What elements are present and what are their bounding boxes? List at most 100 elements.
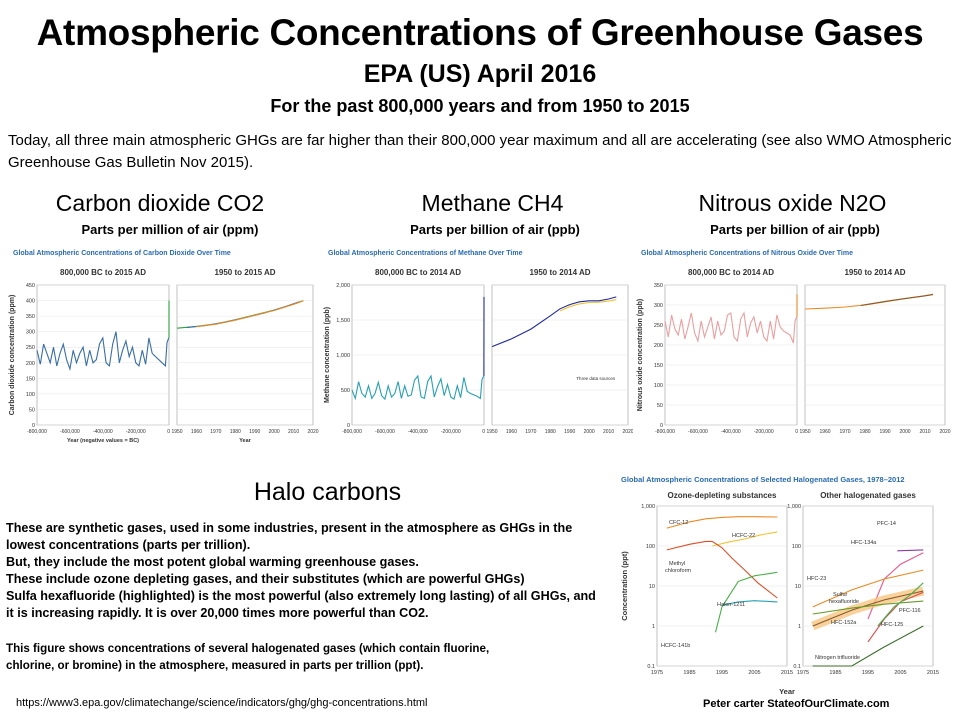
series-label: CFC-12 bbox=[669, 520, 688, 526]
series-label: HFC-125 bbox=[881, 622, 903, 628]
y-tick-label: 1,000 bbox=[641, 504, 655, 510]
y-tick-label: 200 bbox=[654, 343, 663, 349]
y-axis-label: Nitrous oxide concentration (ppb) bbox=[637, 299, 644, 411]
y-tick-label: 50 bbox=[29, 407, 35, 413]
co2-chart-svg: Global Atmospheric Concentrations of Car… bbox=[9, 250, 319, 444]
x-tick-label: 1980 bbox=[230, 429, 241, 435]
y-tick-label: 100 bbox=[654, 383, 663, 389]
series-line bbox=[36, 331, 170, 372]
series-line bbox=[666, 540, 778, 599]
y-tick-label: 50 bbox=[657, 403, 663, 409]
x-tick-label: -200,000 bbox=[126, 429, 146, 435]
chart-title: Global Atmospheric Concentrations of Nit… bbox=[641, 250, 853, 257]
x-tick-label: -800,000 bbox=[655, 429, 675, 435]
x-tick-label: 2005 bbox=[894, 670, 906, 676]
co2-chart: Global Atmospheric Concentrations of Car… bbox=[5, 243, 320, 445]
y-tick-label: 250 bbox=[26, 345, 35, 351]
series-line bbox=[897, 549, 924, 552]
panel-label: 800,000 BC to 2014 AD bbox=[688, 268, 774, 277]
y-tick-label: 1,000 bbox=[787, 504, 801, 510]
series-label: chloroform bbox=[665, 568, 691, 574]
panel-label: 1950 to 2014 AD bbox=[529, 268, 590, 277]
x-tick-label: 2010 bbox=[603, 429, 614, 435]
x-tick-label: -200,000 bbox=[441, 429, 461, 435]
plot-frame bbox=[176, 284, 314, 426]
panel-label: 800,000 BC to 2015 AD bbox=[60, 268, 146, 277]
x-tick-label: 1985 bbox=[683, 670, 695, 676]
y-tick-label: 450 bbox=[26, 283, 35, 289]
y-tick-label: 1 bbox=[652, 624, 655, 630]
series-line bbox=[721, 600, 778, 606]
y-tick-label: 1,500 bbox=[336, 318, 350, 324]
y-tick-label: 0.1 bbox=[647, 664, 655, 670]
y-tick-label: 0 bbox=[660, 423, 663, 429]
panel-label: 800,000 BC to 2014 AD bbox=[375, 268, 461, 277]
series-line bbox=[812, 625, 924, 667]
x-tick-label: -600,000 bbox=[60, 429, 80, 435]
x-tick-label: 1950 bbox=[171, 429, 182, 435]
chart-annotation: Three data sources bbox=[576, 376, 616, 381]
x-tick-label: 2015 bbox=[927, 670, 939, 676]
credit-text: Peter carter StateofOurClimate.com bbox=[703, 698, 890, 710]
y-tick-label: 250 bbox=[654, 323, 663, 329]
series-label: Nitrogen trifluoride bbox=[815, 655, 860, 661]
page-subtitle: EPA (US) April 2016 bbox=[363, 60, 597, 88]
x-tick-label: 1990 bbox=[564, 429, 575, 435]
x-tick-label: 2020 bbox=[307, 429, 318, 435]
x-tick-label: 1980 bbox=[545, 429, 556, 435]
x-tick-label: 1950 bbox=[486, 429, 497, 435]
panel-label: Ozone-depleting substances bbox=[668, 491, 777, 500]
panel-label: Other halogenated gases bbox=[820, 491, 916, 500]
y-tick-label: 150 bbox=[654, 363, 663, 369]
chart-title: Global Atmospheric Concentrations of Car… bbox=[13, 250, 231, 257]
x-tick-label: 1970 bbox=[210, 429, 221, 435]
x-tick-label: 2000 bbox=[899, 429, 910, 435]
panel-label: 1950 to 2015 AD bbox=[214, 268, 275, 277]
halo-figure-note: This figure shows concentrations of seve… bbox=[6, 642, 490, 672]
y-tick-label: 10 bbox=[795, 584, 801, 590]
x-axis-label: Year (negative values = BC) bbox=[67, 438, 139, 444]
y-tick-label: 200 bbox=[26, 361, 35, 367]
x-tick-label: 1950 bbox=[799, 429, 810, 435]
y-tick-label: 1 bbox=[798, 624, 801, 630]
y-tick-label: 400 bbox=[26, 299, 35, 305]
x-tick-label: 1990 bbox=[249, 429, 260, 435]
x-axis-label: Year bbox=[239, 438, 251, 444]
x-tick-label: 1990 bbox=[879, 429, 890, 435]
x-tick-label: -600,000 bbox=[688, 429, 708, 435]
ch4-chart-svg: Global Atmospheric Concentrations of Met… bbox=[324, 250, 634, 435]
x-tick-label: 1970 bbox=[839, 429, 850, 435]
x-tick-label: -400,000 bbox=[408, 429, 428, 435]
x-tick-label: 2020 bbox=[939, 429, 950, 435]
x-tick-label: 2005 bbox=[748, 670, 760, 676]
y-tick-label: 100 bbox=[26, 392, 35, 398]
source-url[interactable]: https://www3.epa.gov/climatechange/scien… bbox=[16, 697, 428, 709]
y-tick-label: 350 bbox=[654, 283, 663, 289]
y-tick-label: 2,000 bbox=[336, 283, 350, 289]
series-line bbox=[867, 591, 924, 643]
x-tick-label: 2010 bbox=[288, 429, 299, 435]
y-axis-label: Methane concentration (ppb) bbox=[324, 307, 331, 403]
y-tick-label: 100 bbox=[646, 544, 655, 550]
plot-frame bbox=[664, 284, 798, 426]
ch4-chart: Global Atmospheric Concentrations of Met… bbox=[320, 243, 635, 445]
series-line bbox=[712, 531, 778, 547]
n2o-heading: Nitrous oxide N2O bbox=[698, 190, 887, 216]
y-tick-label: 300 bbox=[26, 330, 35, 336]
series-line bbox=[812, 569, 924, 608]
y-tick-label: 0 bbox=[32, 423, 35, 429]
x-tick-label: -400,000 bbox=[721, 429, 741, 435]
n2o-units: Parts per billion of air (ppb) bbox=[710, 222, 880, 237]
series-line bbox=[812, 590, 924, 627]
series-line bbox=[812, 600, 924, 615]
x-tick-label: 1960 bbox=[506, 429, 517, 435]
x-tick-label: 0 bbox=[167, 429, 170, 435]
series-label: hexafluoride bbox=[829, 599, 859, 605]
x-tick-label: 1995 bbox=[716, 670, 728, 676]
n2o-chart-svg: Global Atmospheric Concentrations of Nit… bbox=[637, 250, 951, 435]
halo-paragraph: These are synthetic gases, used in some … bbox=[6, 521, 596, 620]
halo-chart: Global Atmospheric Concentrations of Sel… bbox=[617, 470, 957, 696]
y-tick-label: 150 bbox=[26, 376, 35, 382]
series-label: Halon-1211 bbox=[717, 602, 745, 608]
x-tick-label: -800,000 bbox=[342, 429, 362, 435]
